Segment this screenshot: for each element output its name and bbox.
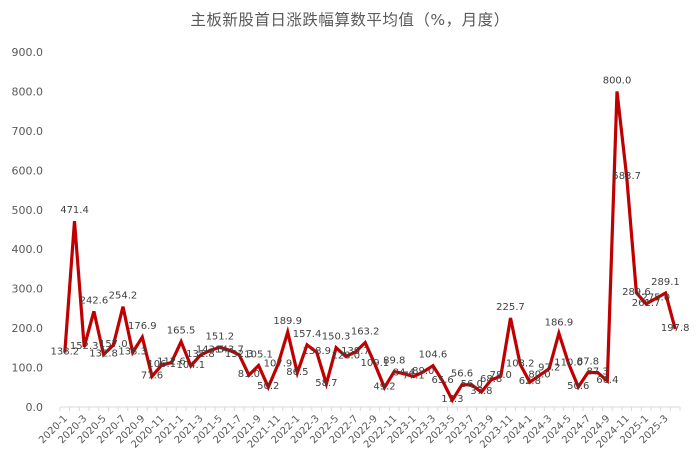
data-label: 261.7	[632, 298, 661, 309]
data-label: 139.7	[341, 346, 370, 357]
data-label: 289.1	[651, 277, 680, 288]
data-label: 275.0	[641, 293, 670, 304]
y-tick-label: 600.0	[12, 164, 44, 177]
y-tick-label: 200.0	[12, 322, 44, 335]
y-tick-label: 100.0	[12, 362, 44, 375]
data-label: 66.4	[596, 375, 618, 386]
data-label: 89.8	[383, 356, 405, 367]
data-label: 77.1	[402, 371, 424, 382]
x-axis: 2020-12020-32020-52020-72020-92020-11202…	[37, 406, 681, 451]
data-label: 107.9	[264, 358, 293, 369]
data-series-line	[63, 91, 677, 404]
data-label: 56.6	[451, 369, 473, 380]
y-tick-label: 500.0	[12, 204, 44, 217]
data-label: 104.1	[176, 360, 205, 371]
data-label: 143.5	[196, 344, 225, 355]
data-label: 254.2	[109, 291, 138, 302]
data-label: 128.0	[331, 351, 360, 362]
y-tick-label: 800.0	[12, 85, 44, 98]
data-label: 62.8	[519, 376, 541, 387]
data-label: 151.2	[206, 331, 235, 342]
data-label: 110.0	[554, 358, 583, 369]
data-label: 86.5	[286, 367, 308, 378]
data-label: 138.2	[51, 346, 80, 357]
data-label: 81.0	[238, 369, 260, 380]
data-label: 138.3	[118, 346, 147, 357]
data-label: 150.3	[322, 332, 351, 343]
data-label: 58.7	[315, 378, 337, 389]
data-label: 49.2	[373, 382, 395, 393]
data-label: 77.6	[141, 370, 163, 381]
data-label: 225.7	[496, 302, 525, 313]
data-label: 50.6	[567, 381, 589, 392]
data-label: 197.8	[661, 323, 690, 334]
data-label: 132.3	[225, 349, 254, 360]
data-label: 89.0	[412, 366, 434, 377]
data-label: 87.8	[577, 356, 599, 367]
data-label: 289.6	[622, 287, 651, 298]
y-tick-label: 0.0	[26, 401, 44, 414]
data-label: 157.0	[99, 339, 128, 350]
series-line	[63, 91, 677, 404]
data-label: 165.5	[167, 326, 196, 337]
data-label: 242.6	[80, 295, 109, 306]
data-label: 112.6	[157, 357, 186, 368]
y-tick-label: 900.0	[12, 46, 44, 59]
data-label: 176.9	[128, 321, 157, 332]
data-label: 800.0	[603, 75, 632, 86]
data-label: 132.8	[89, 349, 118, 360]
data-label: 131.8	[186, 349, 215, 360]
data-label: 157.4	[293, 329, 322, 340]
data-label: 163.2	[351, 327, 380, 338]
data-label: 97.2	[538, 363, 560, 374]
data-label: 56.0	[461, 379, 483, 390]
data-label: 186.9	[545, 317, 574, 328]
data-label: 78.0	[490, 370, 512, 381]
data-label: 106.1	[147, 359, 176, 370]
y-tick-label: 400.0	[12, 243, 44, 256]
data-label: 189.9	[273, 316, 302, 327]
data-label: 17.3	[441, 394, 463, 405]
data-label: 105.1	[244, 350, 273, 361]
data-label: 37.8	[470, 386, 492, 397]
y-tick-label: 300.0	[12, 283, 44, 296]
data-label: 50.2	[257, 381, 279, 392]
data-label: 152.3	[70, 341, 99, 352]
data-label: 84.4	[393, 368, 415, 379]
data-label: 104.6	[419, 350, 448, 361]
data-label: 108.2	[506, 358, 535, 369]
data-label: 143.7	[215, 344, 244, 355]
data-label: 109.1	[361, 358, 390, 369]
data-label: 87.3	[587, 367, 609, 378]
data-label: 471.4	[60, 205, 89, 216]
data-label: 65.6	[432, 375, 454, 386]
data-label: 138.9	[302, 346, 331, 357]
y-tick-label: 700.0	[12, 125, 44, 138]
data-label: 583.7	[612, 171, 641, 182]
data-label: 68.8	[480, 374, 502, 385]
chart-title: 主板新股首日涨跌幅算数平均值（%，月度）	[190, 11, 510, 29]
data-label: 80.0	[528, 369, 550, 380]
y-axis: 0.0 100.0 200.0 300.0 400.0 500.0 600.0 700.0 80…	[12, 46, 44, 414]
